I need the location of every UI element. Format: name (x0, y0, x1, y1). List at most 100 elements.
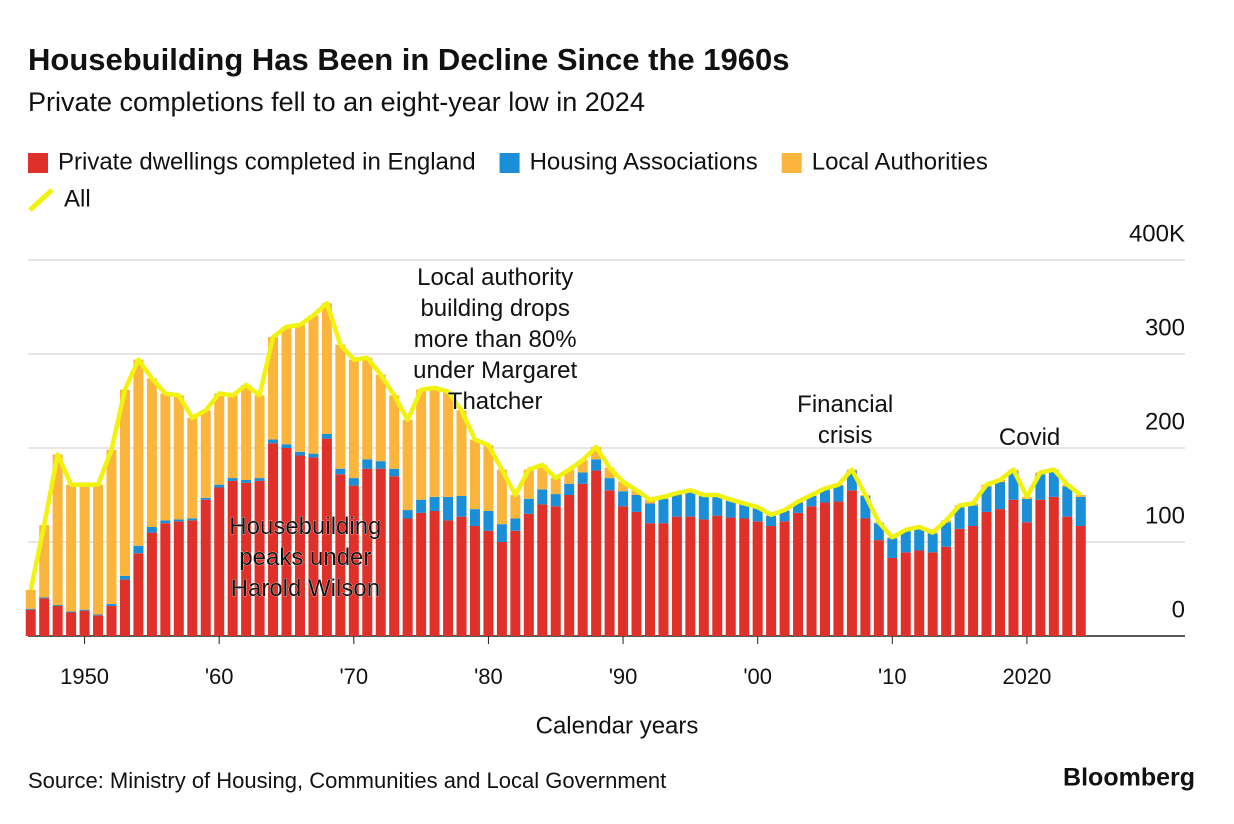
bar-segment (725, 517, 736, 636)
bar-segment (564, 495, 575, 636)
legend-swatch (499, 153, 520, 173)
bar-segment (39, 597, 50, 599)
bar-segment (577, 472, 588, 484)
bar-segment (954, 528, 965, 636)
bar-segment (133, 545, 144, 554)
bar-segment (335, 468, 346, 475)
bar-segment (79, 609, 90, 611)
annotation: under Margaret (413, 357, 577, 384)
bar-segment (348, 359, 359, 479)
bar-segment (846, 490, 857, 636)
bar-segment (214, 487, 225, 636)
bar-segment (725, 500, 736, 518)
bar-segment (591, 447, 602, 460)
bar-segment (537, 504, 548, 636)
bar-segment (968, 526, 979, 636)
legend-label: Private dwellings completed in England (58, 148, 476, 175)
bar-segment (523, 513, 534, 636)
bar-segment (1035, 474, 1046, 500)
bar-segment (577, 460, 588, 473)
bar-segment (214, 484, 225, 488)
bar-segment (469, 509, 480, 527)
x-tick-label: '00 (743, 664, 772, 689)
bar-segment (227, 478, 238, 481)
bar-segment (348, 478, 359, 486)
bar-segment (335, 474, 346, 636)
bar-segment (227, 395, 238, 479)
source: Source: Ministry of Housing, Communities… (28, 768, 666, 793)
bar-segment (496, 524, 507, 542)
bar-segment (52, 604, 63, 606)
bar-segment (39, 525, 50, 598)
bar-segment (1021, 522, 1032, 636)
bar-segment (887, 538, 898, 558)
bar-segment (631, 511, 642, 636)
bar-segment (227, 480, 238, 636)
bar-segment (483, 530, 494, 636)
bar-segment (564, 469, 575, 484)
bar-segment (281, 448, 292, 636)
bar-segment (644, 523, 655, 636)
bar-segment (443, 496, 454, 521)
bar-segment (900, 530, 911, 553)
bar-segment (523, 469, 534, 499)
bar-segment (214, 393, 225, 485)
bar-segment (25, 608, 36, 610)
bar-segment (618, 491, 629, 507)
bar-segment (469, 526, 480, 636)
bar-segment (375, 374, 386, 462)
bar-segment (402, 419, 413, 511)
x-tick-label: 2020 (1002, 664, 1051, 689)
bar-segment (160, 520, 171, 524)
brand: Bloomberg (1063, 764, 1195, 792)
bar-segment (402, 518, 413, 636)
annotation: crisis (818, 422, 873, 449)
bar-segment (900, 552, 911, 636)
bar-segment (294, 455, 305, 636)
bar-segment (416, 389, 427, 500)
bar-segment (146, 526, 157, 533)
legend-label: All (64, 185, 91, 212)
annotation: Thatcher (448, 388, 543, 415)
bar-segment (443, 391, 454, 497)
bar-segment (25, 609, 36, 636)
bar-segment (294, 451, 305, 456)
bar-segment (698, 495, 709, 520)
bar-segment (739, 518, 750, 636)
bar-segment (106, 605, 117, 636)
bar-segment (793, 502, 804, 513)
bar-segment (429, 387, 440, 497)
bar-segment (671, 516, 682, 636)
bar-segment (106, 449, 117, 605)
bar-segment (375, 461, 386, 469)
bar-segment (254, 395, 265, 479)
bar-segment (510, 495, 521, 519)
bar-segment (389, 476, 400, 636)
bar-segment (739, 504, 750, 519)
bar-segment (591, 470, 602, 636)
bar-segment (658, 498, 669, 524)
bar-segment (1062, 516, 1073, 636)
bar-segment (119, 575, 130, 580)
chart-subtitle: Private completions fell to an eight-yea… (28, 87, 645, 117)
bar-segment (362, 468, 373, 636)
bar-segment (483, 445, 494, 511)
bar-segment (496, 469, 507, 525)
bar-segment (819, 502, 830, 636)
bar-segment (523, 498, 534, 514)
bar-segment (469, 439, 480, 510)
bar-segment (106, 604, 117, 606)
bar-segment (93, 484, 104, 615)
annotation: Local authority (417, 264, 573, 291)
bar-segment (618, 506, 629, 636)
bar-segment (658, 523, 669, 636)
bar-segment (66, 484, 77, 612)
bar-segment (927, 533, 938, 553)
bar-segment (52, 454, 63, 605)
bar-segment (752, 508, 763, 522)
bar-segment (456, 516, 467, 636)
bar-segment (819, 489, 830, 503)
bar-segment (604, 467, 615, 479)
bar-segment (268, 439, 279, 444)
